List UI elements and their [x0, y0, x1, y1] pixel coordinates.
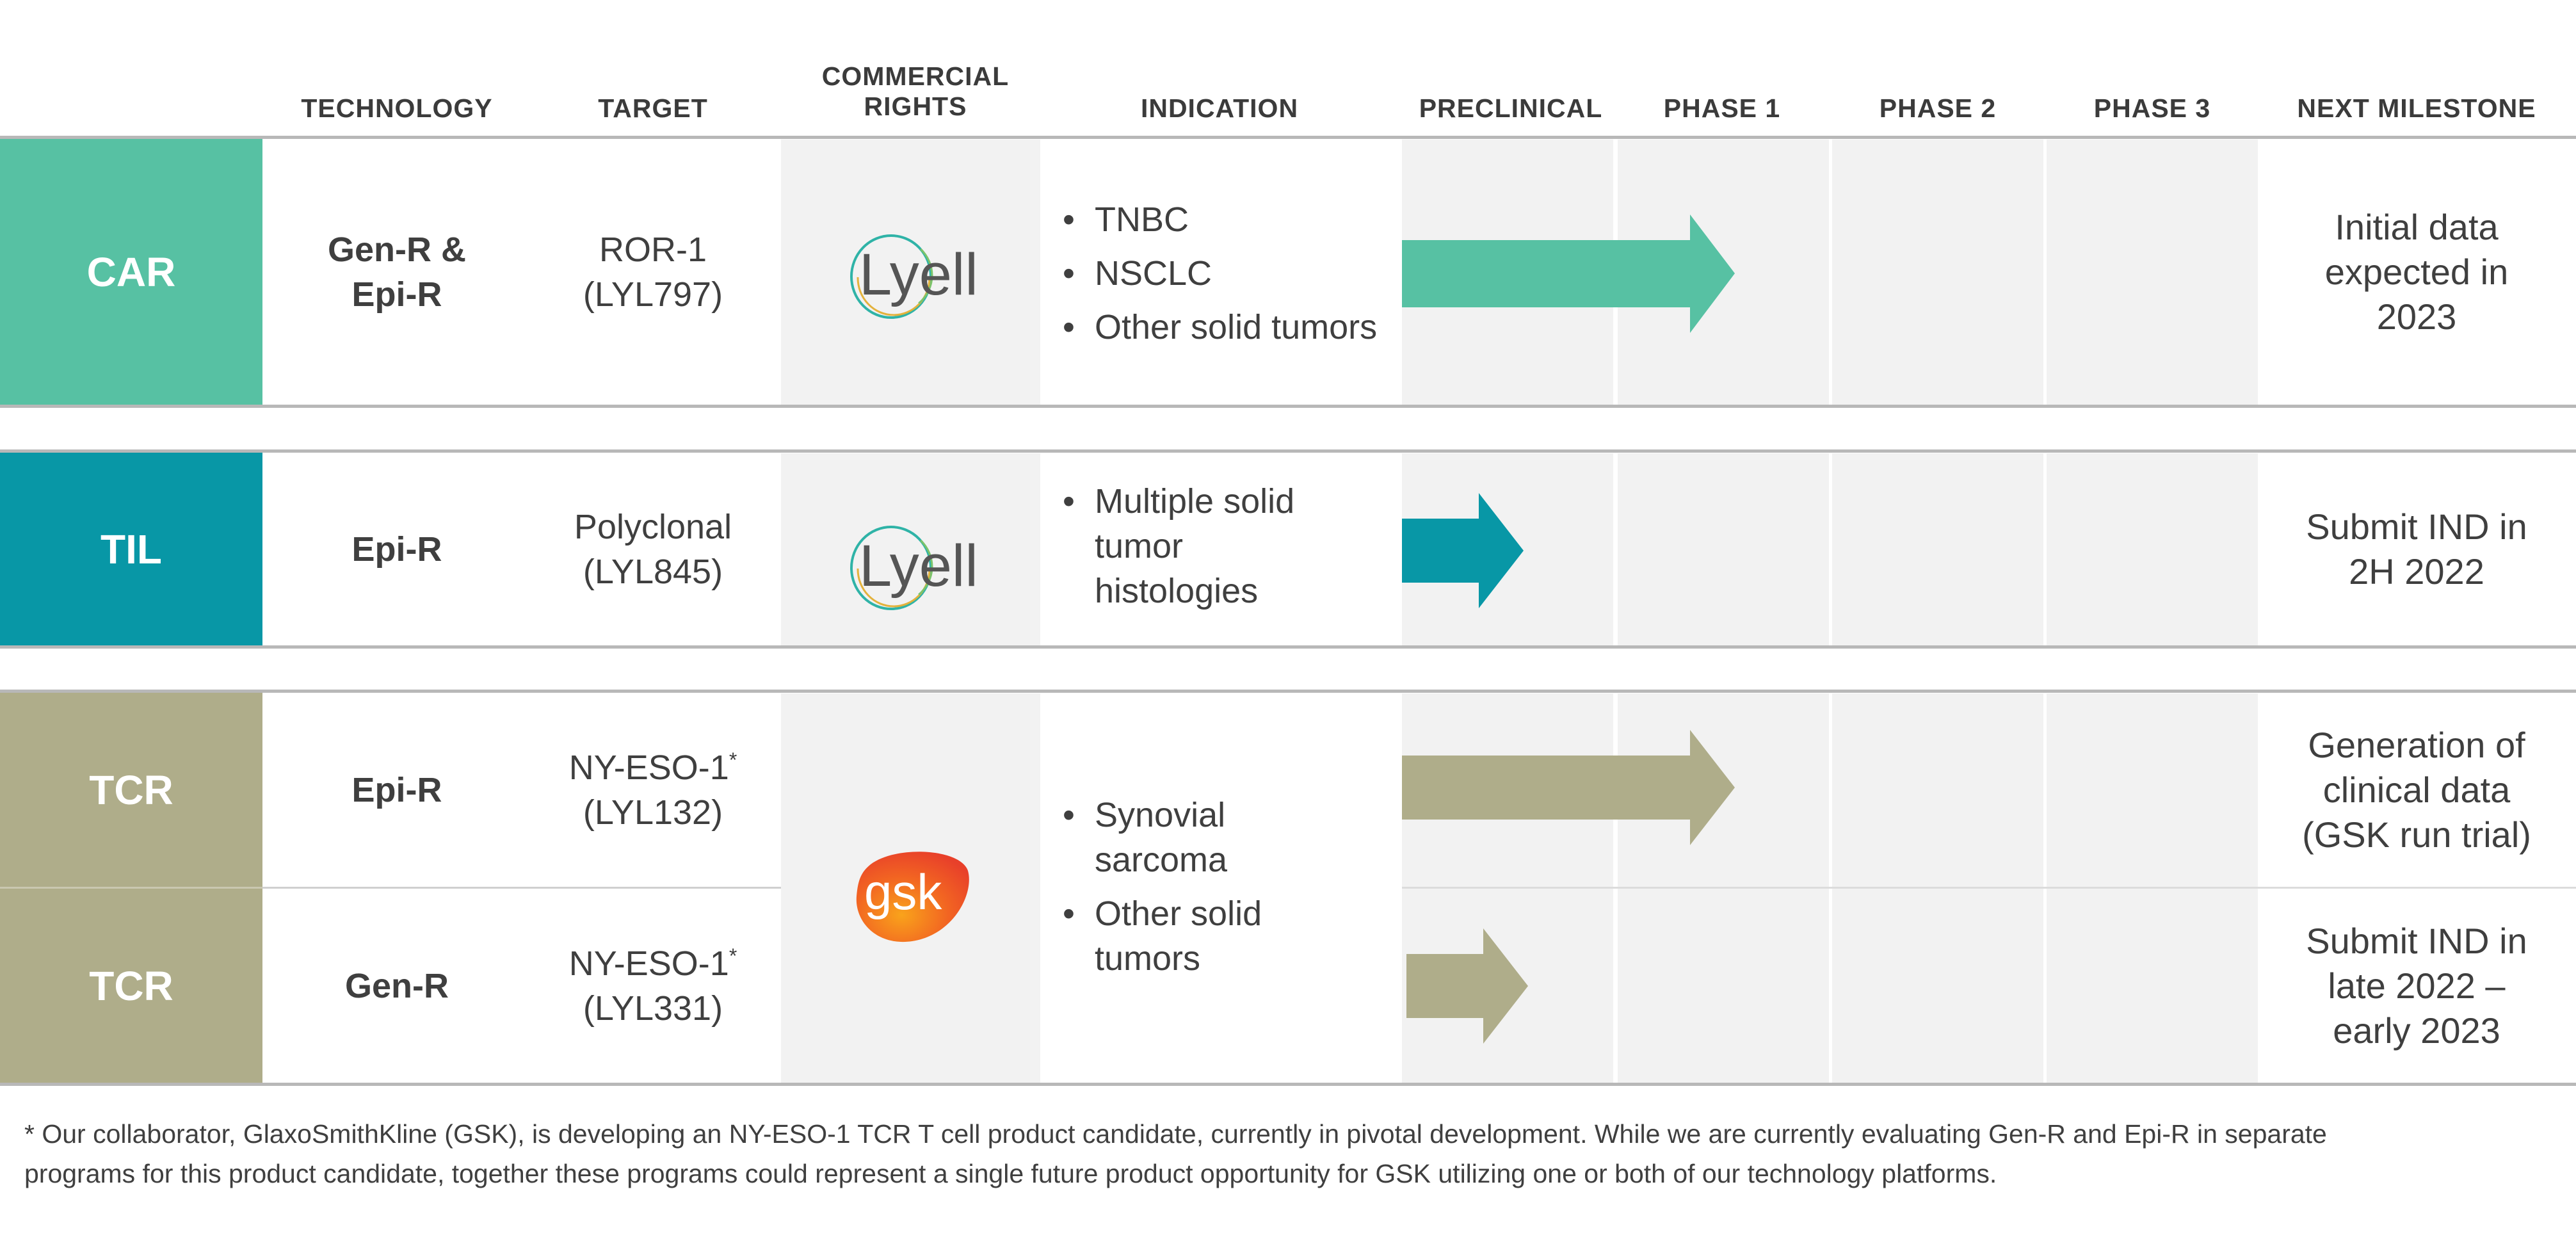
target-code: (LYL845): [583, 552, 723, 591]
indication-til: Multiple solid tumor histologies: [1050, 479, 1332, 613]
target-code: (LYL132): [583, 793, 723, 832]
milestone-til: Submit IND in 2H 2022: [2306, 506, 2527, 592]
technology-tcr-gen: Gen-R: [345, 966, 449, 1005]
progress-arrow-car: [1402, 214, 1735, 333]
header-phase3: PHASE 3: [2093, 93, 2211, 123]
target-til: Polyclonal (LYL845): [531, 453, 775, 645]
progress-arrow-shape: [1402, 493, 1524, 608]
target-name: Polyclonal: [574, 507, 732, 546]
lyell-logo-text: Lyell: [859, 242, 978, 307]
target-code: (LYL797): [583, 275, 723, 314]
row-label-tcr-gen: TCR: [0, 889, 262, 1083]
progress-arrow-shape: [1402, 730, 1735, 845]
target-name: NY-ESO-1: [568, 944, 729, 983]
header-phase1: PHASE 1: [1663, 93, 1781, 123]
gsk-logo-text: gsk: [864, 864, 942, 920]
target-name: NY-ESO-1: [568, 748, 729, 787]
lyell-logo-car: Lyell: [845, 230, 983, 323]
milestone-car: Initial data expected in 2023: [2324, 206, 2509, 337]
header-target: TARGET: [598, 93, 708, 123]
milestone-tcr-epi: Generation of clinical data (GSK run tri…: [2302, 724, 2531, 855]
row-divider: [0, 136, 2576, 139]
technology-tcr-epi: Epi-R: [351, 770, 442, 809]
header-next-milestone: NEXT MILESTONE: [2297, 93, 2536, 123]
milestone-tcr-gen: Submit IND in late 2022 – early 2023: [2306, 920, 2527, 1051]
header-phase2: PHASE 2: [1879, 93, 1997, 123]
tcr-row-divider: [1402, 887, 2576, 889]
row-divider: [0, 645, 2576, 649]
tcr-label-separator: [0, 887, 262, 889]
progress-arrow-tcr-gen: [1406, 928, 1528, 1044]
footnote-mark: *: [729, 748, 737, 772]
gsk-logo-mark: gsk: [856, 852, 969, 942]
row-label-tcr-epi: TCR: [0, 693, 262, 887]
rights-column-shade-car: [781, 140, 1040, 405]
header-technology: TECHNOLOGY: [301, 93, 493, 123]
row-label-car: CAR: [0, 139, 262, 405]
lyell-logo-mark: Lyell: [846, 234, 978, 319]
indication-car: TNBC NSCLC Other solid tumors: [1050, 197, 1396, 350]
row-label-til: TIL: [0, 453, 262, 645]
indication-item: Multiple solid tumor histologies: [1050, 479, 1332, 613]
target-car: ROR-1 (LYL797): [531, 139, 775, 405]
target-code: (LYL331): [583, 989, 723, 1028]
rights-column-shade-til: [781, 453, 1040, 645]
header-commercial-rights: COMMERCIAL RIGHTS: [821, 61, 1010, 121]
phase-shade-til-p1: [1618, 453, 1829, 645]
phase-shade-car-p3: [2047, 140, 2258, 405]
gsk-logo: gsk: [851, 845, 973, 944]
header-preclinical: PRECLINICAL: [1419, 93, 1603, 123]
footnote-mark: *: [729, 944, 737, 967]
progress-arrow-til: [1402, 493, 1524, 608]
indication-item: TNBC: [1050, 197, 1396, 242]
row-divider: [0, 690, 2576, 693]
phase-shade-til-p3: [2047, 453, 2258, 645]
row-divider: [0, 449, 2576, 453]
row-divider: [0, 405, 2576, 408]
tcr-row-divider: [0, 887, 781, 889]
progress-arrow-tcr-epi: [1402, 730, 1735, 845]
header-indication: INDICATION: [1140, 93, 1299, 123]
technology-til: Epi-R: [351, 529, 442, 569]
row-divider: [0, 1083, 2576, 1086]
phase-shade-til-p2: [1832, 453, 2043, 645]
indication-item: Other solid tumors: [1050, 891, 1306, 981]
lyell-logo-mark: Lyell: [846, 526, 978, 610]
indication-item: Synovial sarcoma: [1050, 793, 1306, 882]
target-name: ROR-1: [599, 230, 707, 269]
lyell-logo-til: Lyell: [845, 522, 983, 615]
indication-tcr: Synovial sarcoma Other solid tumors: [1050, 793, 1306, 981]
target-tcr-gen: NY-ESO-1* (LYL331): [531, 889, 775, 1083]
indication-item: Other solid tumors: [1050, 305, 1396, 350]
target-tcr-epi: NY-ESO-1* (LYL132): [531, 693, 775, 887]
progress-arrow-shape: [1406, 928, 1528, 1044]
footnote: * Our collaborator, GlaxoSmithKline (GSK…: [24, 1119, 2327, 1188]
indication-item: NSCLC: [1050, 251, 1396, 296]
technology-car: Gen-R & Epi-R: [328, 230, 466, 314]
progress-arrow-shape: [1402, 214, 1735, 333]
phase-shade-car-p2: [1832, 140, 2043, 405]
lyell-logo-text: Lyell: [859, 533, 978, 599]
